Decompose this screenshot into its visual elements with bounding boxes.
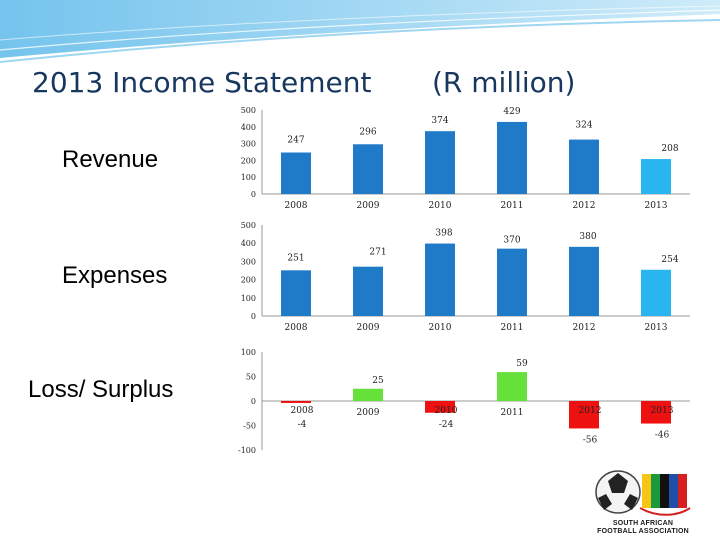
data-label: 247 xyxy=(287,136,304,146)
data-label: 59 xyxy=(516,359,528,369)
bar-0-2013 xyxy=(641,159,671,194)
page-title: 2013 Income Statement xyxy=(32,66,372,99)
x-tick-label: 2010 xyxy=(429,323,452,333)
bar-0-2011 xyxy=(497,121,527,194)
data-label: 374 xyxy=(431,116,448,126)
bar-0-2012 xyxy=(569,139,599,194)
x-tick-label: 2008 xyxy=(285,201,308,211)
x-tick-label: 2011 xyxy=(501,323,524,333)
y-tick-label: 500 xyxy=(241,221,256,230)
data-label: 324 xyxy=(575,121,592,131)
data-label: 25 xyxy=(372,376,384,386)
y-tick-label: 0 xyxy=(251,312,256,321)
loss-surplus-label: Loss/ Surplus xyxy=(28,376,174,403)
bar-2-2009 xyxy=(353,388,383,401)
y-tick-label: 200 xyxy=(241,156,256,165)
bar-0-2010 xyxy=(425,131,455,194)
bar-0-2008 xyxy=(281,152,311,194)
data-label: 296 xyxy=(359,127,376,137)
y-tick-label: 0 xyxy=(251,190,256,199)
data-label: 208 xyxy=(661,144,678,154)
x-tick-label: 2011 xyxy=(501,201,524,211)
data-label: 271 xyxy=(369,248,386,258)
data-label: -4 xyxy=(298,420,307,430)
bar-1-2011 xyxy=(497,248,527,316)
x-tick-label: 2008 xyxy=(291,406,314,416)
y-tick-label: 100 xyxy=(241,294,256,303)
x-tick-label: 2010 xyxy=(435,406,458,416)
x-tick-label: 2011 xyxy=(501,408,524,418)
bar-2-2012 xyxy=(569,401,599,429)
page-title-unit: (R million) xyxy=(432,66,576,99)
y-tick-label: 100 xyxy=(241,173,256,182)
x-tick-label: 2012 xyxy=(573,201,596,211)
y-tick-label: 0 xyxy=(251,397,256,406)
x-tick-label: 2008 xyxy=(285,323,308,333)
data-label: 254 xyxy=(661,255,678,265)
y-tick-label: 500 xyxy=(241,106,256,115)
x-tick-label: 2013 xyxy=(645,201,668,211)
bar-2-2013 xyxy=(641,401,671,424)
x-tick-label: 2009 xyxy=(357,201,380,211)
y-tick-label: 200 xyxy=(241,276,256,285)
data-label: -24 xyxy=(439,420,454,430)
revenue-label: Revenue xyxy=(62,146,159,173)
x-tick-label: 2009 xyxy=(357,323,380,333)
header-swoosh-decoration xyxy=(0,0,720,63)
data-label: 370 xyxy=(503,236,520,246)
x-tick-label: 2013 xyxy=(651,406,674,416)
y-tick-label: 100 xyxy=(241,348,256,357)
x-tick-label: 2012 xyxy=(573,323,596,333)
bar-1-2012 xyxy=(569,246,599,316)
bar-1-2013 xyxy=(641,269,671,316)
y-tick-label: 50 xyxy=(246,373,256,382)
y-tick-label: 400 xyxy=(241,239,256,248)
safa-logo-line2: FOOTBALL ASSOCIATION xyxy=(597,528,689,535)
x-tick-label: 2010 xyxy=(429,201,452,211)
y-tick-label: 300 xyxy=(241,257,256,266)
data-label: -56 xyxy=(583,435,598,445)
data-label: 398 xyxy=(435,229,452,239)
bar-2-2008 xyxy=(281,401,311,403)
bar-1-2008 xyxy=(281,270,311,316)
bar-1-2010 xyxy=(425,243,455,316)
y-tick-label: -50 xyxy=(243,422,256,431)
data-label: 429 xyxy=(503,107,520,117)
data-label: -46 xyxy=(655,431,670,441)
bar-2-2011 xyxy=(497,372,527,401)
x-tick-label: 2009 xyxy=(357,408,380,418)
data-label: 251 xyxy=(287,253,304,263)
safa-logo-line1: SOUTH AFRICAN xyxy=(612,520,674,527)
x-tick-label: 2013 xyxy=(645,323,668,333)
safa-logo xyxy=(595,470,691,516)
expenses-label: Expenses xyxy=(62,262,168,289)
bar-1-2009 xyxy=(353,266,383,316)
bar-0-2009 xyxy=(353,144,383,194)
x-tick-label: 2012 xyxy=(579,406,602,416)
y-tick-label: -100 xyxy=(238,446,256,455)
y-tick-label: 400 xyxy=(241,123,256,132)
y-tick-label: 300 xyxy=(241,140,256,149)
bar-2-2010 xyxy=(425,401,455,413)
data-label: 380 xyxy=(579,232,596,242)
